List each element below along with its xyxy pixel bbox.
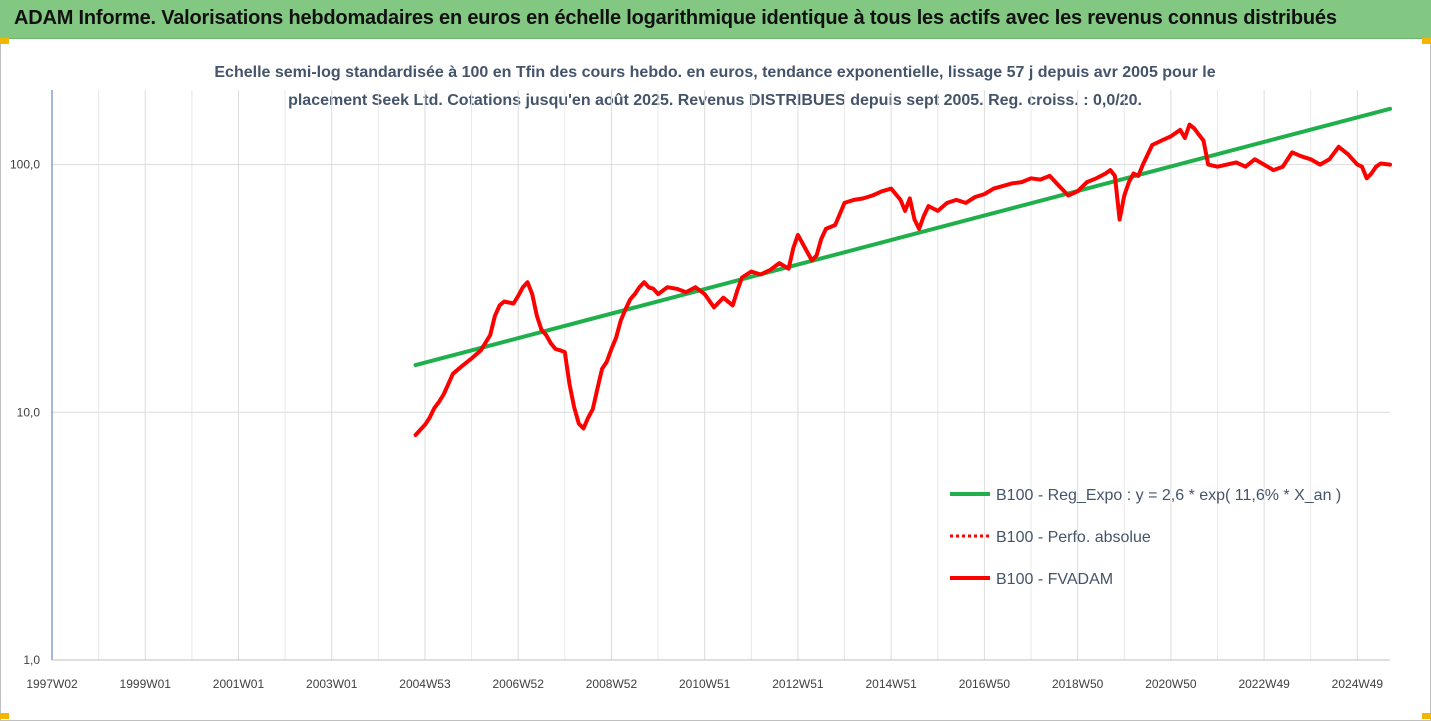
series-lines (413, 106, 1392, 437)
legend-label-0: B100 - Reg_Expo : y = 2,6 * exp( 11,6% *… (996, 487, 1341, 504)
x-tick-label: 2010W51 (679, 677, 731, 691)
legend: B100 - Reg_Expo : y = 2,6 * exp( 11,6% *… (950, 487, 1341, 588)
title-banner: ADAM Informe. Valorisations hebdomadaire… (0, 0, 1431, 39)
chart-title-line-1: Echelle semi-log standardisée à 100 en T… (214, 64, 1216, 81)
corner-marker-bottom-left (0, 713, 9, 719)
x-tick-label: 2004W53 (399, 677, 451, 691)
y-tick-label: 100,0 (10, 158, 40, 172)
y-tick-label: 10,0 (17, 405, 41, 419)
grid-lines (51, 90, 1390, 661)
axes (51, 90, 1390, 661)
x-tick-label: 2022W49 (1238, 677, 1290, 691)
y-tick-label: 1,0 (23, 653, 40, 667)
x-tick-label: 2016W50 (959, 677, 1011, 691)
series-line-2 (413, 122, 1392, 437)
x-tick-label: 2018W50 (1052, 677, 1104, 691)
x-tick-label: 1999W01 (120, 677, 172, 691)
tick-labels: 1997W02 1999W01 2001W01 2003W01 2004W53 2006W… (10, 158, 1383, 691)
x-tick-label: 2006W52 (493, 677, 545, 691)
corner-marker-right (1422, 38, 1431, 44)
series-line-0 (413, 106, 1392, 368)
x-tick-label: 2008W52 (586, 677, 638, 691)
x-tick-label: 2014W51 (865, 677, 917, 691)
x-tick-label: 2024W49 (1332, 677, 1384, 691)
x-tick-label: 2003W01 (306, 677, 358, 691)
x-tick-label: 2001W01 (213, 677, 265, 691)
legend-label-1: B100 - Perfo. absolue (996, 529, 1151, 546)
x-tick-label: 2012W51 (772, 677, 824, 691)
corner-marker-left (0, 38, 9, 44)
x-tick-label: 2020W50 (1145, 677, 1197, 691)
chart-title-line-2: placement Seek Ltd. Cotations jusqu'en a… (288, 92, 1142, 109)
corner-marker-bottom-right (1422, 713, 1431, 719)
x-tick-label: 1997W02 (26, 677, 78, 691)
legend-label-2: B100 - FVADAM (996, 571, 1113, 588)
banner-title: ADAM Informe. Valorisations hebdomadaire… (14, 7, 1337, 29)
